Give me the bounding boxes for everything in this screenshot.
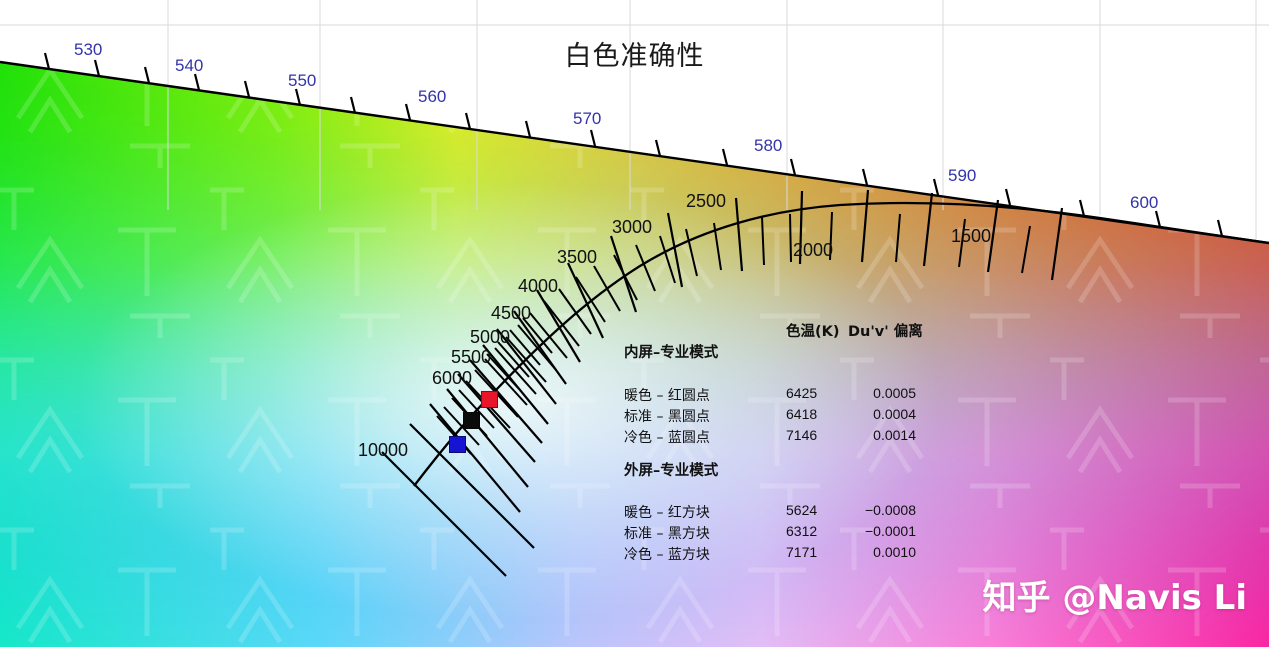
legend-row-label: 标准 – 黑圆点	[624, 409, 710, 425]
cct-label-1500: 1500	[951, 226, 992, 246]
cct-label-3000: 3000	[612, 217, 653, 237]
wavelength-ticks	[43, 52, 1224, 237]
legend-row-label: 冷色 – 蓝圆点	[624, 430, 710, 446]
legend-row-duv: 0.0010	[873, 544, 916, 560]
cct-label-3500: 3500	[557, 247, 598, 267]
wavelength-label-570: 570	[573, 109, 602, 128]
data-point-outer-standard-black-square	[463, 412, 480, 429]
cct-label-10000: 10000	[358, 440, 409, 460]
blackbody-curve	[413, 201, 1269, 487]
legend-row-label: 暖色 – 红方块	[624, 505, 710, 521]
legend-row-cct: 7146	[786, 427, 818, 443]
wavelength-label-580: 580	[754, 136, 783, 155]
legend-header-duv: Du'v' 偏离	[848, 324, 923, 340]
legend-row-cct: 6425	[786, 385, 818, 401]
cct-label-5000: 5000	[470, 327, 511, 347]
data-point-outer-cool-blue-square	[449, 436, 466, 453]
cct-label-4500: 4500	[491, 303, 532, 323]
legend-row-duv: −0.0001	[865, 523, 916, 539]
legend-header-cct: 色温(K)	[786, 324, 840, 340]
legend-row-cct: 5624	[786, 502, 818, 518]
wavelength-label-530: 530	[74, 40, 103, 59]
wavelength-label-560: 560	[418, 87, 447, 106]
author-watermark: 知乎 @Navis Li	[982, 578, 1247, 618]
chart-title: 白色准确性	[564, 41, 705, 72]
legend-row-duv: 0.0014	[873, 427, 916, 443]
wavelength-label-600: 600	[1130, 193, 1159, 212]
wavelength-label-540: 540	[175, 56, 204, 75]
cct-label-2500: 2500	[686, 191, 727, 211]
isotherm-lines	[381, 189, 1064, 577]
cct-label-5500: 5500	[451, 347, 492, 367]
legend-row-label: 标准 – 黑方块	[624, 526, 710, 542]
legend-row-cct: 6312	[786, 523, 818, 539]
legend-row-cct: 6418	[786, 406, 818, 422]
wavelength-label-550: 550	[288, 71, 317, 90]
legend-row-duv: 0.0005	[873, 385, 916, 401]
cct-label-6000: 6000	[432, 368, 473, 388]
legend-group-title-inner: 内屏–专业模式	[624, 345, 719, 361]
cct-label-4000: 4000	[518, 276, 559, 296]
legend-row-duv: 0.0004	[873, 406, 916, 422]
wavelength-label-590: 590	[948, 166, 977, 185]
cct-label-2000: 2000	[793, 240, 834, 260]
legend-row-label: 暖色 – 红圆点	[624, 388, 710, 404]
legend-row-duv: −0.0008	[865, 502, 916, 518]
legend-group-title-outer: 外屏–专业模式	[624, 463, 719, 479]
legend-row-cct: 7171	[786, 544, 818, 560]
data-point-outer-warm-red-square	[481, 391, 498, 408]
legend-row-label: 冷色 – 蓝方块	[624, 547, 710, 563]
